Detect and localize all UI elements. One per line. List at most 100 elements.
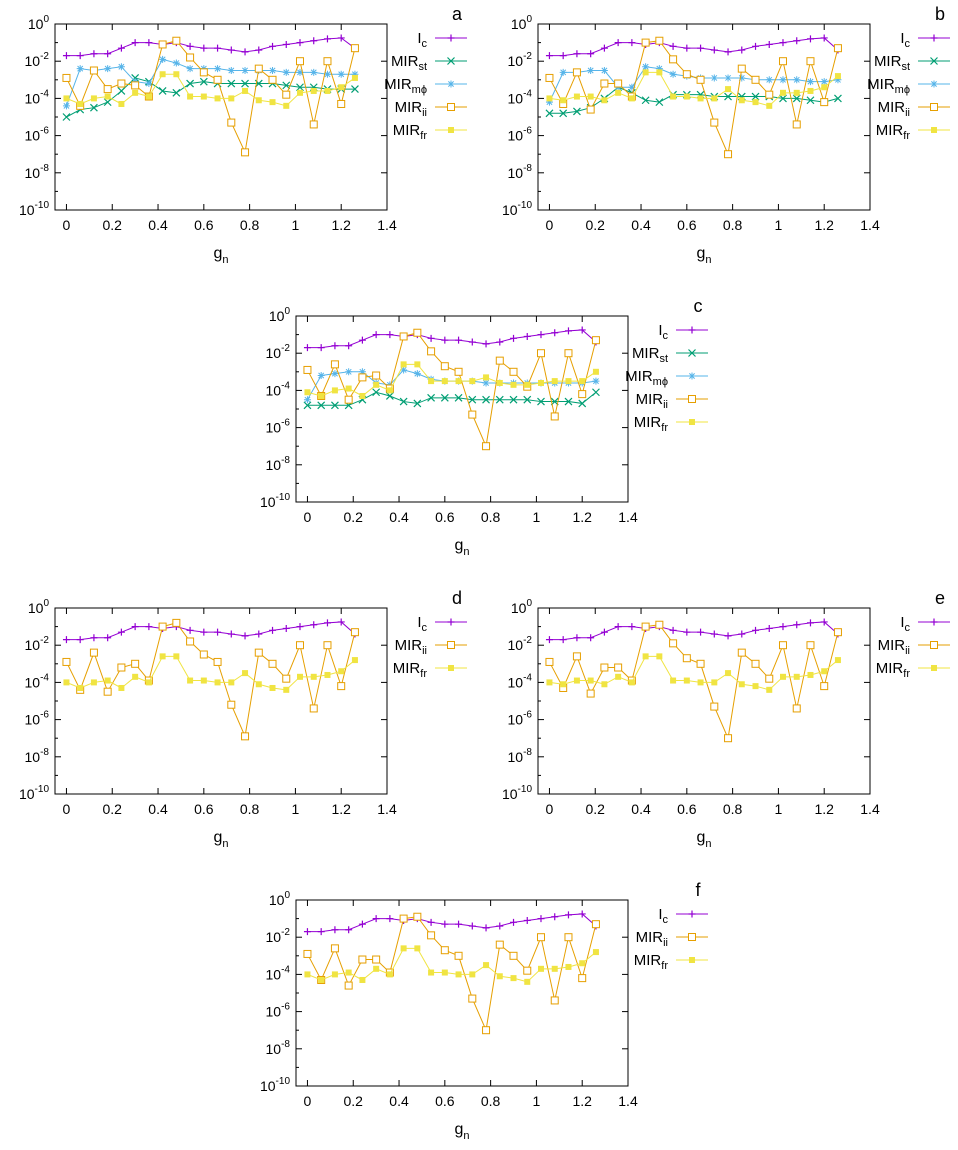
data-point <box>536 349 545 358</box>
data-point <box>103 98 112 107</box>
data-point <box>359 392 366 399</box>
series-MIRfr <box>546 69 841 109</box>
data-point <box>792 704 801 713</box>
data-point <box>213 75 222 84</box>
data-point <box>545 98 553 106</box>
y-tick-label: 10-10 <box>502 784 532 802</box>
data-point <box>545 657 554 666</box>
data-point <box>820 78 828 86</box>
legend-entry-MIRii: MIRii <box>636 929 708 949</box>
data-point <box>656 653 663 660</box>
data-point <box>710 74 718 82</box>
data-point <box>564 933 573 942</box>
data-point <box>711 679 718 686</box>
data-point <box>427 347 436 356</box>
data-point <box>440 946 449 955</box>
data-point <box>550 996 559 1005</box>
data-point <box>483 962 490 969</box>
data-point <box>587 93 594 100</box>
data-point <box>331 387 338 394</box>
data-point <box>159 55 167 63</box>
data-point <box>482 1026 491 1035</box>
data-point <box>600 79 609 88</box>
data-point <box>310 673 317 680</box>
data-point <box>510 975 517 982</box>
data-point <box>172 59 180 67</box>
x-tick-label: 1.4 <box>377 217 397 233</box>
data-point <box>738 74 746 82</box>
x-tick-label: 0.6 <box>435 1093 455 1109</box>
data-point <box>806 619 814 627</box>
data-point <box>697 44 705 52</box>
panel-e: 100 10-2 10-4 10-6 10-8 10-10 0 0.2 0.4 0.6 0.8 1 1.… <box>502 588 950 850</box>
data-point <box>90 634 98 642</box>
data-point <box>724 632 732 640</box>
legend-marker <box>447 103 455 111</box>
data-point <box>628 95 635 102</box>
x-axis-label: gn <box>213 829 228 850</box>
data-point <box>186 626 194 634</box>
data-point <box>765 624 773 632</box>
data-point <box>725 670 732 677</box>
data-point <box>779 623 787 631</box>
data-point <box>337 70 345 78</box>
x-tick-label: 0.2 <box>586 217 606 233</box>
x-tick-label: 1 <box>533 509 541 525</box>
legend-label: Ic <box>417 30 427 50</box>
data-point <box>591 336 600 345</box>
data-point <box>737 64 746 73</box>
data-point <box>344 981 353 990</box>
data-point <box>779 76 787 84</box>
data-point <box>591 920 600 929</box>
data-point <box>310 87 317 94</box>
data-point <box>187 677 194 684</box>
y-tick-label: 100 <box>269 306 291 324</box>
series-line <box>307 947 597 983</box>
legend-marker <box>688 326 696 334</box>
data-point <box>400 945 407 952</box>
data-point <box>564 911 572 919</box>
data-point <box>601 681 608 688</box>
data-point <box>428 378 435 385</box>
legend-label: MIRst <box>391 53 427 73</box>
data-point <box>296 83 304 92</box>
data-point <box>833 44 842 53</box>
data-point <box>386 331 394 339</box>
data-point <box>255 46 263 54</box>
data-point <box>628 39 636 47</box>
data-point <box>76 636 84 644</box>
data-point <box>806 96 815 105</box>
data-point <box>427 393 436 402</box>
legend-entry-Ic: Ic <box>658 322 708 342</box>
y-tick-label: 100 <box>269 890 291 908</box>
data-point <box>454 367 463 376</box>
data-point <box>304 389 311 396</box>
data-point <box>821 668 828 675</box>
legend-label: MIRfr <box>634 414 669 434</box>
data-point <box>214 95 221 102</box>
data-point <box>683 93 690 100</box>
data-point <box>454 951 463 960</box>
data-point <box>536 933 545 942</box>
data-point <box>441 920 449 928</box>
data-point <box>834 73 841 80</box>
data-point <box>725 86 732 93</box>
data-point <box>337 618 345 626</box>
y-tick-label: 10-2 <box>266 927 291 945</box>
data-point <box>359 976 366 983</box>
legend-marker <box>931 665 937 671</box>
legend-label: MIRfr <box>634 952 669 972</box>
data-point <box>482 379 490 387</box>
x-tick-label: 0 <box>63 801 71 817</box>
data-point <box>172 88 181 97</box>
data-point <box>386 387 393 394</box>
data-point <box>559 68 567 76</box>
legend-label: MIRmϕ <box>384 76 427 96</box>
x-tick-label: 0.8 <box>723 217 743 233</box>
data-point <box>255 630 263 638</box>
data-point <box>158 87 167 95</box>
data-point <box>806 78 814 86</box>
data-point <box>227 118 236 127</box>
data-point <box>428 969 435 976</box>
data-point <box>524 978 531 985</box>
